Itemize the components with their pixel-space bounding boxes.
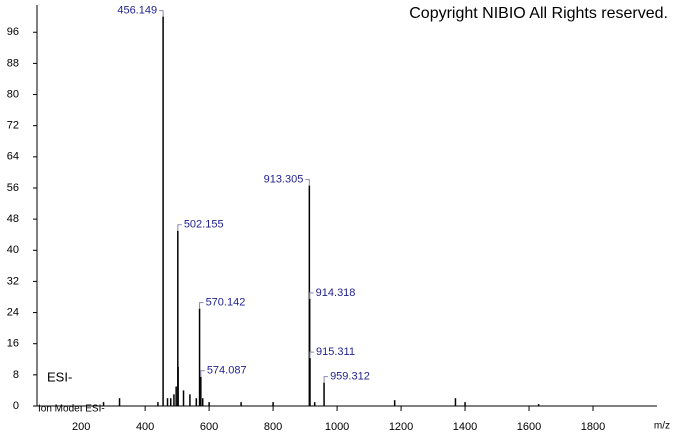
label-bracket <box>305 179 310 186</box>
y-tick-label: 64 <box>7 151 19 163</box>
x-tick-label: 200 <box>72 421 90 433</box>
peak-label: 915.311 <box>316 346 355 358</box>
x-tick-label: 400 <box>136 421 154 433</box>
y-tick-label: 0 <box>13 400 19 412</box>
y-tick-label: 88 <box>7 57 19 69</box>
label-bracket <box>309 351 314 359</box>
label-bracket <box>177 224 182 231</box>
x-tick-label: 1000 <box>325 421 349 433</box>
label-bracket <box>200 370 205 377</box>
label-bracket <box>323 376 329 383</box>
mode-label: ESI- <box>47 369 72 384</box>
copyright: Copyright NIBIO All Rights reserved. <box>409 5 668 22</box>
x-tick-label: 600 <box>200 421 218 433</box>
y-tick-label: 32 <box>7 275 19 287</box>
x-tick-label: 1200 <box>389 421 413 433</box>
y-tick-label: 8 <box>13 369 19 381</box>
peak-label: 456.149 <box>117 5 157 17</box>
y-tick-label: 56 <box>7 182 19 194</box>
y-tick-label: 80 <box>7 88 19 100</box>
peak-label: 959.312 <box>330 371 370 383</box>
x-tick-label: 1800 <box>581 421 605 433</box>
y-tick-label: 24 <box>7 306 19 318</box>
label-bracket <box>159 10 164 17</box>
label-bracket <box>199 302 204 309</box>
x-axis-label: m/z <box>654 421 670 432</box>
peak-label: 502.155 <box>184 219 224 231</box>
peak-label: 574.087 <box>207 365 247 377</box>
x-tick-label: 1600 <box>517 421 541 433</box>
peak-label: 913.305 <box>264 174 304 186</box>
ion-mode: Ion Mode: ESI- <box>38 404 105 415</box>
x-tick-label: 1400 <box>453 421 477 433</box>
y-tick-label: 16 <box>7 338 19 350</box>
y-tick-label: 96 <box>7 26 19 38</box>
y-tick-label: 40 <box>7 244 19 256</box>
label-bracket <box>309 292 314 299</box>
y-tick-label: 48 <box>7 213 19 225</box>
x-tick-label: 800 <box>264 421 282 433</box>
peak-label: 570.142 <box>206 297 246 309</box>
y-tick-label: 72 <box>7 120 19 132</box>
peak-label: 914.318 <box>316 287 356 299</box>
